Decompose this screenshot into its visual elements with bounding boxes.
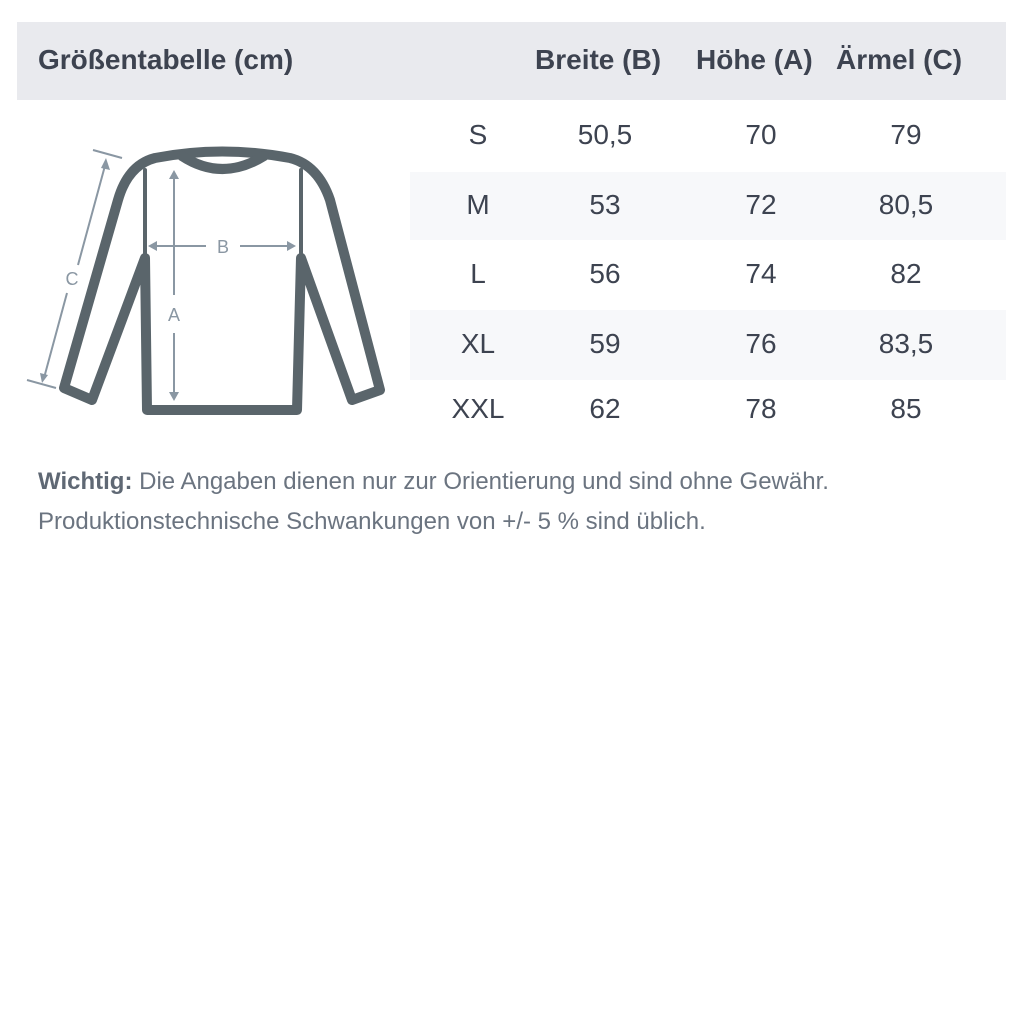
disclaimer-note: Wichtig: Die Angaben dienen nur zur Orie… [38,462,829,542]
table-row: L 56 74 82 [410,240,1006,310]
cell-size: XXL [451,393,505,424]
label-b: B [217,237,229,257]
column-header-sleeve: Ärmel (C) [836,44,963,75]
note-line-1: Die Angaben dienen nur zur Orientierung … [132,468,829,495]
cell-a: 70 [745,119,777,150]
sweater-collar [177,151,269,174]
cell-b: 59 [589,328,621,359]
cell-c: 82 [890,258,922,289]
cell-c: 83,5 [878,328,934,359]
cell-b: 53 [589,189,621,220]
cell-b: 56 [589,258,621,289]
column-header-width: Breite (B) [535,44,662,75]
cell-size: M [466,189,490,220]
sleeve-tick-bottom [26,379,57,389]
cell-c: 85 [890,393,922,424]
cell-a: 78 [745,393,777,424]
page-title: Größentabelle (cm) [38,44,294,75]
cell-size: XL [460,328,496,359]
label-c: C [66,269,79,289]
cell-a: 74 [745,258,777,289]
sweater-outline [59,146,385,415]
cell-c: 80,5 [878,189,934,220]
cell-a: 72 [745,189,777,220]
table-row: M 53 72 80,5 [410,172,1006,240]
column-header-height: Höhe (A) [696,44,813,75]
label-a: A [168,305,180,325]
table-row: XXL 62 78 85 [410,380,1006,440]
cell-c: 79 [890,119,922,150]
table-row: S 50,5 70 79 [410,100,1006,172]
note-line-2: Produktionstechnische Schwankungen von +… [38,508,706,535]
note-label: Wichtig: [38,468,133,495]
table-header-bar [17,22,1006,100]
cell-b: 62 [589,393,621,424]
sleeve-measure-line [77,161,107,266]
cell-b: 50,5 [577,119,633,150]
sleeve-tick-top [92,149,123,159]
cell-size: S [468,119,488,150]
cell-size: L [470,258,486,289]
cell-a: 76 [745,328,777,359]
table-row: XL 59 76 83,5 [410,310,1006,380]
